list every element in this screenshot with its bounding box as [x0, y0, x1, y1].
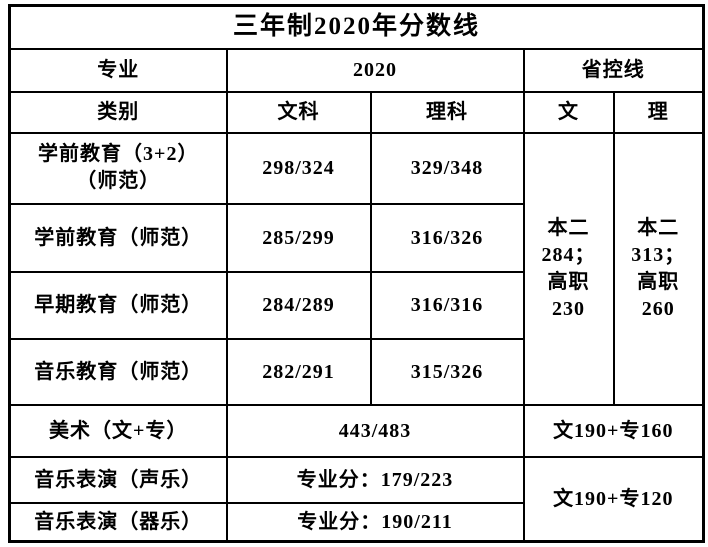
liberal-arts-score-cell: 284/289: [225, 270, 372, 340]
header-row-2: 类别 文科 理科 文 理: [8, 90, 705, 134]
table-row: 早期教育（师范） 284/289 316/316: [8, 270, 704, 340]
province-line-wen-cell: 本二 284； 高职 230: [522, 131, 615, 406]
major-cell: 音乐表演（器乐）: [8, 501, 228, 543]
science-score-cell: 316/326: [369, 202, 525, 273]
liberal-arts-score-cell: 282/291: [225, 337, 372, 406]
header-li: 理: [612, 90, 705, 134]
major-cell: 学前教育（3+2） （师范）: [8, 131, 228, 205]
major-cell: 美术（文+专）: [8, 403, 228, 458]
province-line-li-cell: 本二 313； 高职 260: [612, 131, 705, 406]
liberal-arts-score-cell: 298/324: [225, 131, 372, 205]
science-score-cell: 316/316: [369, 270, 525, 340]
header-liberal-arts: 文科: [225, 90, 372, 134]
music-province-line-cell: 文190+专120: [522, 455, 705, 543]
art-score-cell: 443/483: [225, 403, 525, 458]
table-row: 音乐表演（声乐） 专业分：179/223 文190+专120: [8, 455, 705, 543]
major-cell: 学前教育（师范）: [8, 202, 228, 273]
table-row: 学前教育（3+2） （师范） 298/324 329/348 本二 284； 高…: [8, 131, 705, 406]
liberal-arts-score-cell: 285/299: [225, 202, 372, 273]
header-science: 理科: [369, 90, 525, 134]
header-wen: 文: [522, 90, 615, 134]
table-row: 美术（文+专） 443/483 文190+专160: [8, 403, 705, 458]
major-cell: 早期教育（师范）: [8, 270, 228, 340]
header-year: 2020: [225, 47, 525, 93]
science-score-cell: 315/326: [369, 337, 525, 406]
table-title: 三年制2020年分数线: [8, 4, 705, 50]
title-row: 三年制2020年分数线: [8, 4, 705, 50]
header-row-1: 专业 2020 省控线: [8, 47, 705, 93]
art-province-line-cell: 文190+专160: [522, 403, 705, 458]
music-score-cell: 专业分：179/223: [225, 455, 525, 504]
admission-score-table: 三年制2020年分数线 专业 2020 省控线 类别 文科 理科 文 理 学前教…: [8, 4, 706, 543]
music-score-cell: 专业分：190/211: [225, 501, 525, 543]
table-row: 音乐表演（器乐） 专业分：190/211: [8, 501, 704, 543]
table-row: 音乐教育（师范） 282/291 315/326: [8, 337, 704, 406]
header-category: 类别: [8, 90, 228, 134]
major-cell: 音乐教育（师范）: [8, 337, 228, 406]
major-cell: 音乐表演（声乐）: [8, 455, 228, 504]
header-province-line: 省控线: [522, 47, 705, 93]
table-row: 学前教育（师范） 285/299 316/326: [8, 202, 704, 273]
science-score-cell: 329/348: [369, 131, 525, 205]
header-major: 专业: [8, 47, 228, 93]
